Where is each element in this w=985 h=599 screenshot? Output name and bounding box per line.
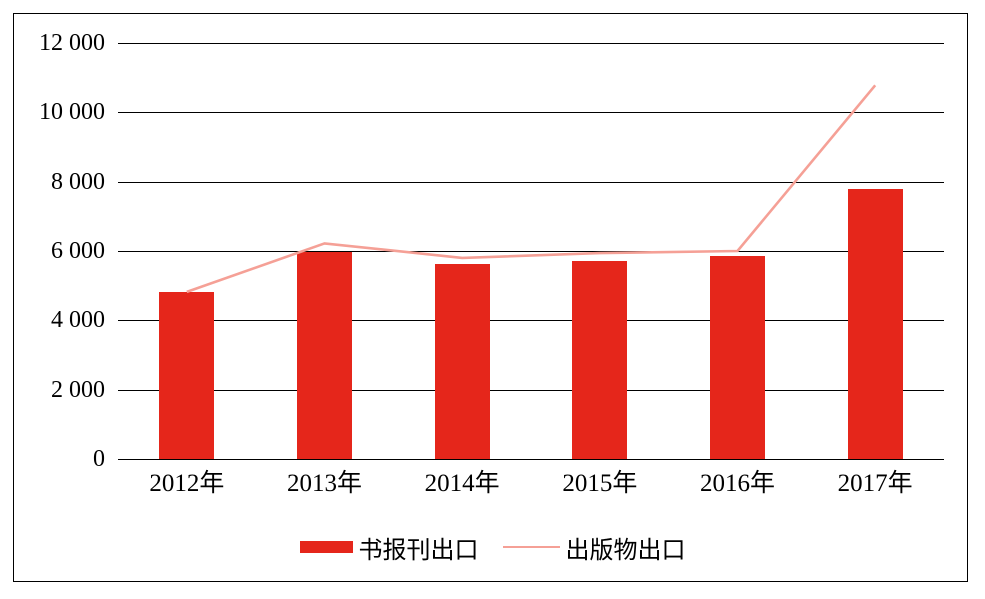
gridline — [118, 43, 944, 44]
y-axis-tick-label: 2 000 — [51, 376, 105, 403]
gridline — [118, 181, 944, 183]
gridline — [118, 112, 944, 114]
gridline — [118, 389, 944, 391]
y-axis-tick-label: 4 000 — [51, 307, 105, 334]
legend-item-bar-series: 书报刊出口 — [299, 530, 479, 565]
gridline — [118, 251, 944, 252]
bar-2014年 — [434, 264, 490, 459]
legend-item-line-series: 出版物出口 — [502, 530, 686, 565]
line-series — [186, 84, 877, 294]
legend-line-swatch-icon — [502, 545, 560, 549]
x-axis-tick-label: 2016年 — [699, 470, 775, 497]
y-axis-tick-label: 12 000 — [39, 30, 105, 56]
plot-area — [118, 43, 944, 460]
gridline — [118, 459, 944, 460]
x-axis-tick-label: 2013年 — [286, 470, 362, 497]
y-axis-tick-label: 0 — [93, 446, 105, 472]
bar-2015年 — [572, 261, 628, 459]
y-axis-tick-label: 10 000 — [39, 99, 105, 126]
x-axis-tick-label: 2012年 — [149, 470, 225, 497]
bar-2017年 — [847, 188, 903, 459]
bar-2013年 — [297, 252, 352, 459]
x-axis-tick-label: 2014年 — [424, 470, 500, 497]
line-series-path — [186, 84, 877, 294]
bar-2012年 — [159, 292, 215, 459]
legend-line-series-label: 出版物出口 — [565, 537, 686, 564]
legend: 书报刊出口 出版物出口 — [0, 530, 985, 565]
x-axis-tick-label: 2017年 — [837, 470, 913, 497]
y-axis-tick-label: 8 000 — [51, 168, 105, 195]
y-axis-tick-label: 6 000 — [51, 238, 105, 264]
legend-bar-series-label: 书报刊出口 — [358, 537, 479, 564]
x-axis-tick-label: 2015年 — [562, 470, 638, 497]
legend-bar-swatch-icon — [299, 541, 353, 553]
bar-2016年 — [710, 255, 765, 459]
gridline — [118, 320, 944, 322]
